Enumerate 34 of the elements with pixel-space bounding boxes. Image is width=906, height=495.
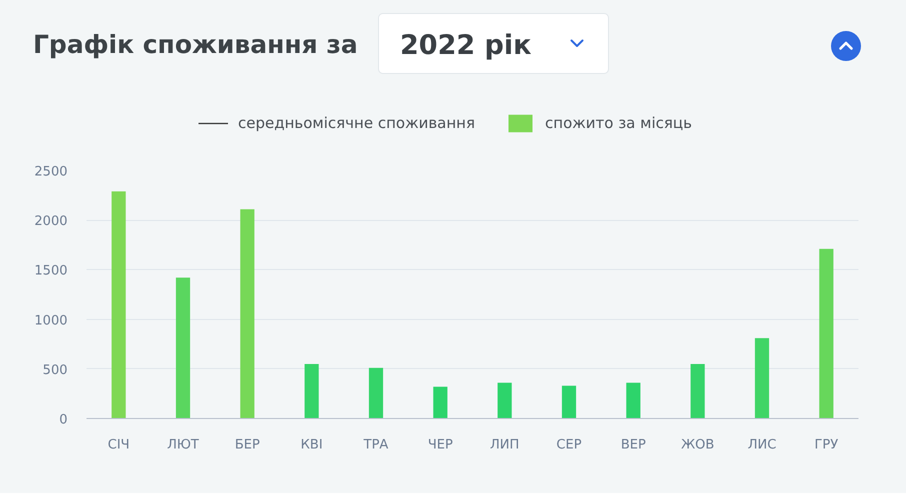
bar	[240, 209, 254, 418]
bar	[626, 382, 640, 418]
bar	[112, 191, 126, 418]
x-tick-label: ЧЕР	[428, 438, 453, 452]
y-tick-label: 0	[59, 412, 68, 428]
bar	[498, 382, 512, 418]
x-tick-label: КВІ	[300, 438, 323, 452]
x-tick-label: ЛИП	[490, 438, 520, 452]
y-tick-label: 1500	[34, 264, 68, 279]
x-tick-label: СЕР	[556, 438, 582, 452]
bar	[176, 278, 190, 418]
x-tick-label: ГРУ	[814, 438, 838, 452]
y-tick-label: 1000	[34, 313, 68, 328]
bar	[690, 364, 705, 418]
bar	[304, 364, 319, 418]
bar	[819, 248, 834, 418]
legend-label: середньомісячне споживання	[238, 114, 476, 132]
legend-label: спожито за місяць	[545, 114, 692, 132]
bar	[754, 338, 770, 418]
x-tick-label: ЛИС	[748, 438, 776, 452]
x-tick-label: ВЕР	[620, 438, 646, 452]
bar	[368, 368, 384, 418]
y-tick-label: 2500	[34, 164, 68, 180]
chart-title: Графік споживання за	[33, 29, 358, 61]
y-tick-label: 500	[42, 362, 68, 378]
x-tick-label: ЛЮТ	[167, 438, 199, 452]
x-tick-label: БЕР	[234, 438, 260, 452]
bar	[433, 386, 448, 418]
x-tick-label: СІЧ	[108, 438, 130, 452]
x-tick-label: ТРА	[362, 438, 388, 452]
y-tick-label: 2000	[34, 214, 68, 230]
x-tick-label: ЖОВ	[681, 438, 714, 452]
bar	[562, 386, 576, 418]
chart-subtitle: 2022 рік	[400, 29, 532, 63]
